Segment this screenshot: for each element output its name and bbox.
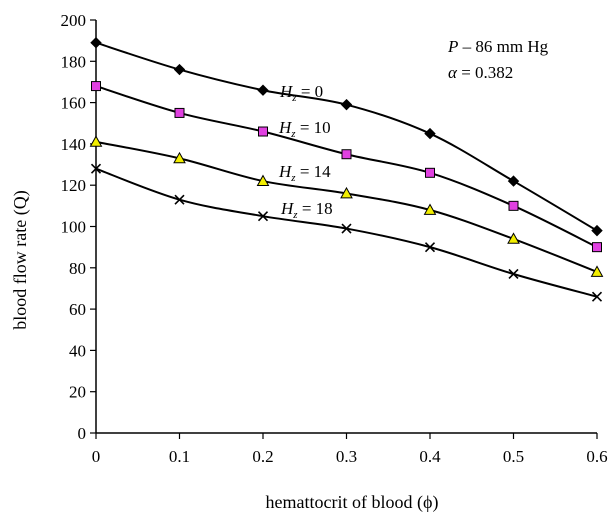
data-point-square: [174, 107, 185, 118]
param-pressure-var: P: [447, 37, 458, 56]
y-tick-label: 160: [61, 94, 87, 113]
x-tick-label: 0.1: [169, 447, 190, 466]
y-tick-label: 180: [61, 52, 87, 71]
data-point-x: [424, 242, 436, 253]
series-group: [89, 37, 604, 302]
data-point-diamond: [90, 37, 102, 49]
series-label-hz18-value: = 18: [298, 199, 333, 218]
axes: [90, 19, 598, 439]
y-tick-label: 20: [69, 383, 86, 402]
data-point-x: [257, 211, 269, 222]
data-point-square: [341, 149, 352, 160]
series-label-hz10-sub: z: [290, 128, 296, 140]
param-pressure-value: – 86 mm Hg: [458, 37, 548, 56]
data-point-diamond: [173, 63, 186, 76]
series-label-hz18: Hz = 18: [280, 199, 333, 221]
data-point-triangle: [89, 135, 103, 147]
y-tick-label: 100: [61, 218, 87, 237]
series-label-hz0-value: = 0: [297, 82, 324, 101]
x-tick-label: 0.4: [419, 447, 441, 466]
series-line: [95, 140, 598, 273]
y-axis-title: blood flow rate (Q): [10, 190, 31, 329]
data-point-square: [508, 200, 519, 211]
series-0: [90, 37, 603, 237]
data-point-diamond: [507, 175, 520, 187]
x-axis-title: hemattocrit of blood (ϕ): [266, 492, 439, 513]
x-tick-label: 0.2: [252, 447, 273, 466]
data-point-square: [258, 126, 268, 137]
param-alpha-value: = 0.382: [457, 63, 513, 82]
y-tick-label: 140: [61, 135, 87, 154]
data-point-diamond: [591, 224, 603, 237]
data-point-triangle: [423, 203, 437, 215]
data-point-triangle: [173, 151, 186, 164]
series-label-hz18-sub: z: [292, 209, 298, 221]
data-point-x: [508, 268, 519, 280]
param-alpha-var: α: [448, 63, 458, 82]
data-point-x: [341, 223, 352, 234]
series-label-hz14-sub: z: [290, 172, 296, 184]
param-pressure: P – 86 mm Hg: [447, 37, 549, 56]
series-label-hz14-var: H: [278, 162, 293, 181]
data-point-x: [591, 291, 603, 302]
data-point-diamond: [424, 127, 436, 140]
series-label-hz0-var: H: [279, 82, 294, 101]
series-label-hz10-var: H: [278, 118, 293, 137]
series-label-hz10: Hz = 10: [278, 118, 331, 140]
series-line: [95, 41, 598, 232]
series-label-hz0-sub: z: [291, 92, 297, 104]
data-point-triangle: [590, 265, 604, 277]
series-label-hz14-value: = 14: [296, 162, 332, 181]
series-1: [91, 81, 602, 253]
y-tick-label: 200: [61, 11, 87, 30]
data-point-x: [90, 163, 102, 174]
param-alpha: α = 0.382: [448, 63, 513, 82]
data-point-x: [174, 194, 185, 205]
x-tick-label: 0: [92, 447, 101, 466]
y-tick-label: 40: [69, 341, 86, 360]
series-label-hz10-value: = 10: [296, 118, 331, 137]
series-label-hz14: Hz = 14: [278, 162, 331, 184]
data-point-triangle: [507, 232, 520, 244]
data-point-square: [592, 242, 602, 253]
series-3: [90, 163, 603, 302]
data-point-square: [425, 167, 435, 178]
data-point-diamond: [340, 98, 353, 111]
x-tick-label: 0.5: [503, 447, 524, 466]
series-2: [89, 135, 604, 277]
x-tick-label: 0.3: [336, 447, 357, 466]
y-tick-label: 80: [69, 259, 86, 278]
y-tick-label: 0: [78, 424, 87, 443]
x-tick-label: 0.6: [586, 447, 607, 466]
data-point-triangle: [256, 174, 270, 186]
data-point-square: [91, 81, 101, 92]
data-point-triangle: [340, 186, 353, 199]
y-tick-label: 120: [61, 176, 87, 195]
series-label-hz18-var: H: [280, 199, 295, 218]
tick-labels: 0 20 40 60 80 100 120 140 160 180 200 0 0.1 0.2 0.3 0.4…: [61, 11, 608, 466]
data-point-diamond: [257, 84, 269, 96]
series-label-hz0: Hz = 0: [279, 82, 323, 104]
y-tick-label: 60: [69, 300, 86, 319]
